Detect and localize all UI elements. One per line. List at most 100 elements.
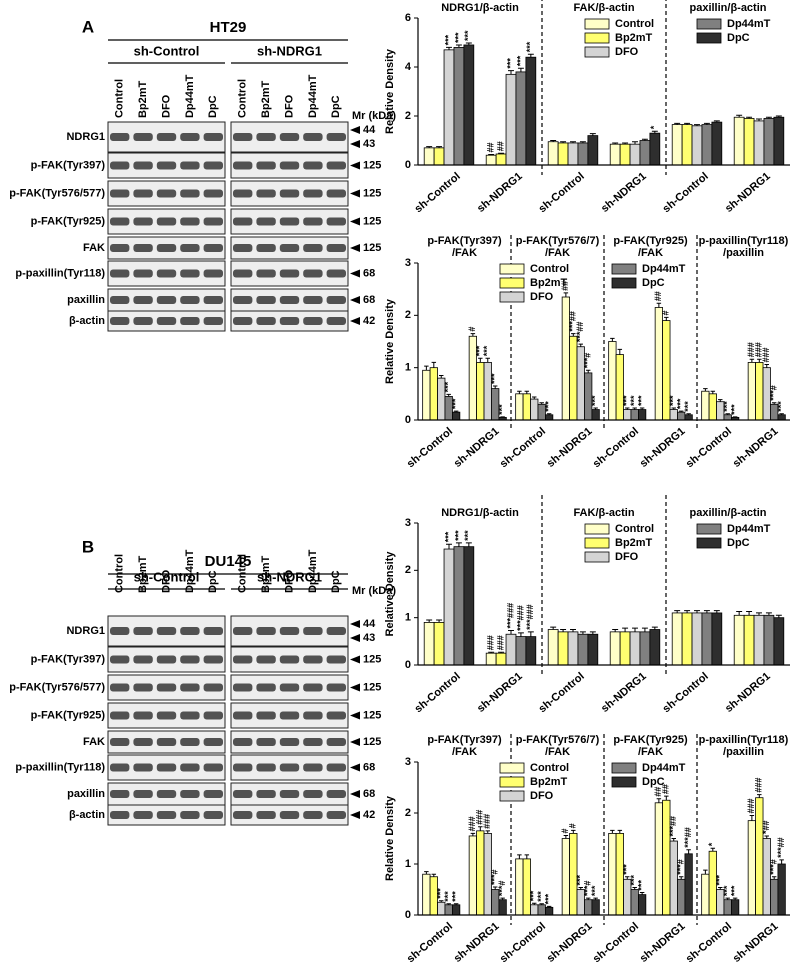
legend-label: DpC xyxy=(642,776,665,788)
bar xyxy=(629,631,641,666)
significance: ***# xyxy=(583,353,593,369)
error-bar xyxy=(563,834,569,839)
y-tick-label: 6 xyxy=(405,12,411,24)
mr-value: 42 xyxy=(363,809,375,821)
bar xyxy=(498,899,507,916)
band xyxy=(110,217,130,226)
bar xyxy=(701,612,713,666)
band xyxy=(133,683,153,692)
x-tick-label: sh-NDRG1 xyxy=(452,920,502,965)
error-bar xyxy=(756,118,762,121)
error-bar xyxy=(439,900,444,903)
y-tick-label: 3 xyxy=(405,257,411,269)
error-bar xyxy=(725,413,730,415)
error-bar xyxy=(684,610,691,613)
band xyxy=(256,811,276,819)
row-label: paxillin xyxy=(67,788,105,800)
significance: *** xyxy=(629,395,639,406)
x-tick-label: sh-Control xyxy=(405,425,455,470)
band xyxy=(203,296,223,304)
legend-label: Control xyxy=(530,762,569,774)
mr-arrow xyxy=(350,811,360,819)
row-label: p-paxillin(Tyr118) xyxy=(15,761,105,773)
mr-arrow xyxy=(350,711,360,720)
band xyxy=(256,189,276,198)
error-bar xyxy=(593,897,598,900)
row-label: p-paxillin(Tyr118) xyxy=(15,267,105,279)
x-tick-label: sh-Control xyxy=(536,170,586,215)
x-tick-label: sh-NDRG1 xyxy=(545,425,595,470)
error-bar xyxy=(508,70,514,75)
band xyxy=(303,738,323,746)
error-bar xyxy=(703,610,710,613)
error-bar xyxy=(664,795,669,801)
row-label: β-actin xyxy=(69,315,105,327)
error-bar xyxy=(470,832,476,836)
y-tick-label: 3 xyxy=(405,756,411,768)
error-bar xyxy=(570,141,576,143)
section-title: paxillin/β-actin xyxy=(689,507,766,519)
bar xyxy=(561,838,570,916)
bar xyxy=(773,617,785,666)
error-bar xyxy=(765,612,772,616)
section-title: p-FAK(Tyr925) xyxy=(613,235,688,247)
x-tick-label: sh-NDRG1 xyxy=(599,670,649,715)
legend-label: Bp2mT xyxy=(615,32,653,44)
significance: *** xyxy=(622,395,632,406)
error-bar xyxy=(488,651,495,654)
legend-label: DFO xyxy=(615,551,639,563)
lane-label: DFO xyxy=(160,569,172,593)
section-title: /FAK xyxy=(638,746,663,758)
row-label: NDRG1 xyxy=(66,131,105,143)
bar xyxy=(452,904,461,916)
bar xyxy=(547,141,559,166)
band xyxy=(326,161,346,170)
band xyxy=(326,811,346,819)
error-bar xyxy=(524,854,530,859)
band xyxy=(133,217,153,226)
bar xyxy=(619,143,631,166)
bar xyxy=(649,132,661,166)
legend-label: Bp2mT xyxy=(530,277,568,289)
significance: *** xyxy=(575,874,585,885)
band xyxy=(279,655,300,664)
blot-title: DU145 xyxy=(205,553,252,570)
mr-arrow xyxy=(350,763,360,772)
band xyxy=(133,711,153,720)
error-bar xyxy=(612,629,619,632)
bar xyxy=(483,362,492,421)
band xyxy=(203,244,223,252)
legend-swatch xyxy=(499,762,525,774)
significance: *** xyxy=(730,404,740,415)
band xyxy=(279,133,300,141)
row-label: p-FAK(Tyr576/577) xyxy=(9,681,105,693)
significance: ## xyxy=(661,784,671,794)
lane-label: Bp2mT xyxy=(260,80,272,118)
error-bar xyxy=(498,651,505,654)
band xyxy=(133,655,153,664)
mr-arrow xyxy=(350,126,360,134)
band xyxy=(233,244,253,252)
bar xyxy=(547,629,559,666)
band xyxy=(180,317,200,325)
x-tick-label: sh-Control xyxy=(660,170,710,215)
legend-swatch xyxy=(611,263,637,275)
lane-label: DpC xyxy=(330,570,342,593)
significance: *** xyxy=(451,398,461,409)
bar xyxy=(463,546,475,666)
band xyxy=(303,811,323,819)
band xyxy=(233,655,253,664)
bar xyxy=(567,142,579,166)
bar xyxy=(591,409,600,421)
mr-arrow xyxy=(350,269,360,278)
error-bar xyxy=(492,886,498,890)
band xyxy=(256,317,276,325)
error-bar xyxy=(579,141,586,143)
error-bar xyxy=(470,333,476,337)
significance: *** xyxy=(525,41,535,52)
band xyxy=(326,627,346,635)
band xyxy=(156,296,177,304)
bar xyxy=(755,362,764,421)
band xyxy=(133,269,153,278)
